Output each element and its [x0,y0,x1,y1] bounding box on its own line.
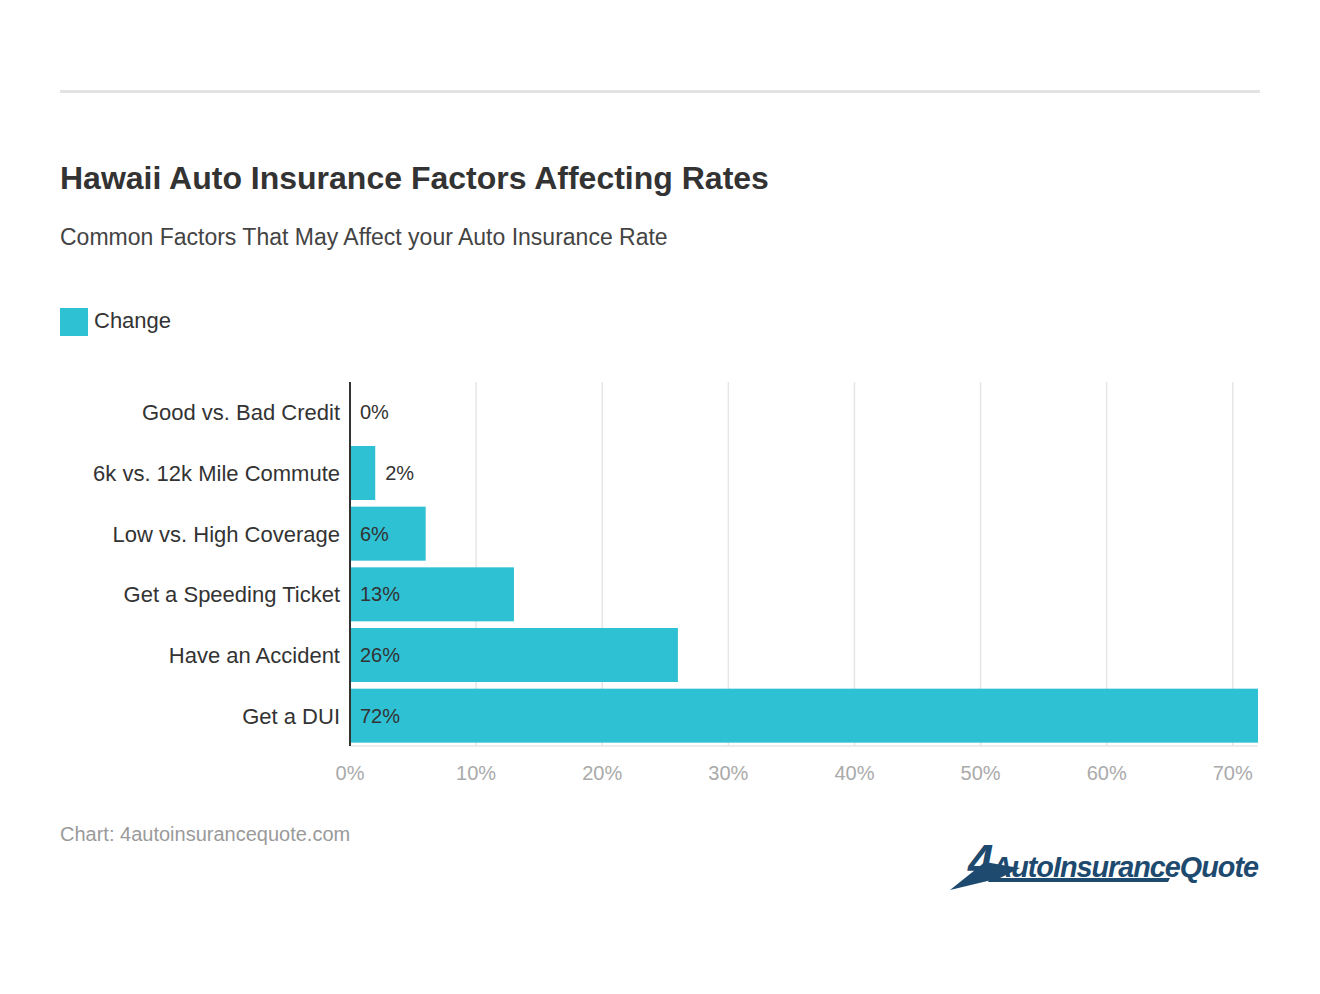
data-label: 2% [385,462,414,484]
category-label: Get a Speeding Ticket [124,582,340,607]
category-label: Have an Accident [169,643,340,668]
tick-label: 40% [834,762,874,784]
tick-label: 10% [456,762,496,784]
title: Hawaii Auto Insurance Factors Affecting … [60,160,769,196]
logo: 4AutoInsuranceQuote [950,835,1259,890]
bar [350,628,678,682]
category-label: Get a DUI [242,704,340,729]
top-rule [60,90,1260,93]
category-label: Low vs. High Coverage [113,522,340,547]
tick-label: 30% [708,762,748,784]
tick-label: 60% [1087,762,1127,784]
subtitle: Common Factors That May Affect your Auto… [60,224,668,250]
data-labels: 0% 2% 6% 13% 26% 72% [360,401,414,726]
data-label: 72% [360,705,400,727]
bar [350,507,426,561]
category-label: 6k vs. 12k Mile Commute [93,461,340,486]
grid-line [349,382,351,746]
logo-text: 4AutoInsuranceQuote [967,835,1259,887]
logo-word: AutoInsuranceQuote [990,851,1258,883]
y-axis-line [349,382,351,746]
data-label: 13% [360,583,400,605]
logo-digit: 4 [967,835,993,887]
tick-label: 0% [336,762,365,784]
tick-label: 70% [1213,762,1253,784]
data-label: 26% [360,644,400,666]
bar [350,446,375,500]
data-label: 6% [360,523,389,545]
category-label: Good vs. Bad Credit [142,400,340,425]
page: {"chart_data": { "type": "bar", "orienta… [0,0,1320,994]
legend-swatch [60,308,88,336]
chart: Hawaii Auto Insurance Factors Affecting … [0,0,1320,994]
bar [350,567,514,621]
legend-label: Change [94,308,171,333]
source: Chart: 4autoinsurancequote.com [60,823,350,845]
bars [350,446,1258,743]
x-axis-line [350,745,1258,747]
bar [350,689,1258,743]
tick-label: 50% [961,762,1001,784]
data-label: 0% [360,401,389,423]
legend: Change [60,308,171,336]
tick-label: 20% [582,762,622,784]
